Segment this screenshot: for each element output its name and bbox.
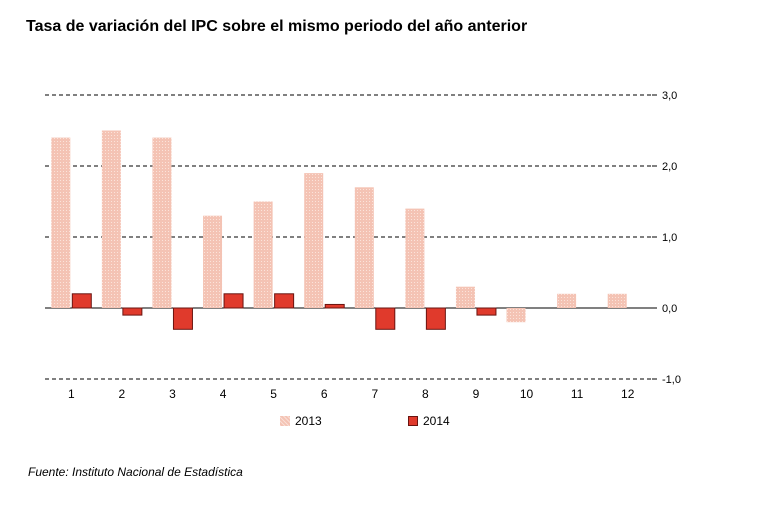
- bar-2014: [122, 307, 143, 316]
- legend-2014: 2014: [408, 414, 450, 428]
- x-tick-label: 6: [321, 387, 328, 401]
- bar-2013: [101, 130, 121, 308]
- bar-2014: [425, 307, 446, 330]
- bar-2013: [253, 201, 273, 308]
- bar-2013: [607, 293, 627, 308]
- bar-2014: [71, 293, 92, 309]
- bar-2014: [274, 293, 295, 309]
- x-tick-label: 5: [270, 387, 277, 401]
- bar-2013: [455, 286, 475, 308]
- bar-2014: [476, 307, 497, 316]
- legend-2013-label: 2013: [295, 414, 322, 428]
- x-tick-label: 10: [520, 387, 534, 401]
- x-tick-label: 7: [371, 387, 378, 401]
- bar-2013: [203, 215, 223, 308]
- chart-title: Tasa de variación del IPC sobre el mismo…: [26, 18, 528, 35]
- x-tick-label: 3: [169, 387, 176, 401]
- bar-2014: [324, 303, 345, 309]
- bar-2013: [405, 208, 425, 308]
- bar-2013: [152, 137, 172, 308]
- bar-2013: [304, 173, 324, 308]
- legend-2013: 2013: [280, 414, 322, 428]
- y-tick-label: 3,0: [662, 90, 677, 102]
- y-tick-label: 0,0: [662, 303, 677, 315]
- legend-2013-swatch: [280, 416, 290, 426]
- bar-2014: [375, 307, 396, 330]
- bar-2013: [354, 187, 374, 308]
- bar-2014: [223, 293, 244, 309]
- y-tick-label: -1,0: [662, 374, 681, 386]
- bar-2013: [51, 137, 71, 308]
- legend-2014-label: 2014: [423, 414, 450, 428]
- bar-2013: [506, 308, 526, 323]
- x-tick-label: 2: [119, 387, 126, 401]
- x-tick-label: 1: [68, 387, 75, 401]
- legend-2014-swatch: [408, 416, 418, 426]
- x-tick-label: 12: [621, 387, 635, 401]
- x-tick-label: 9: [473, 387, 480, 401]
- x-tick-label: 11: [571, 387, 584, 401]
- x-tick-label: 8: [422, 387, 429, 401]
- bar-2013: [557, 293, 577, 308]
- source-note: Fuente: Instituto Nacional de Estadístic…: [28, 465, 243, 479]
- y-tick-label: 1,0: [662, 232, 677, 244]
- x-tick-label: 4: [220, 387, 227, 401]
- y-tick-label: 2,0: [662, 161, 677, 173]
- bar-2014: [172, 307, 193, 330]
